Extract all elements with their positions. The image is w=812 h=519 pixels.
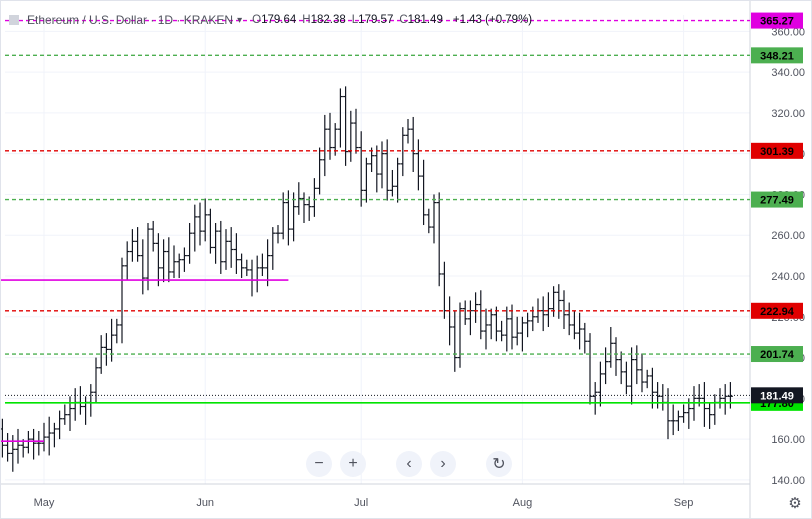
exchange-label[interactable]: KRAKEN xyxy=(183,13,234,27)
interval-label[interactable]: 1D xyxy=(157,13,174,27)
y-tick-label: 260.00 xyxy=(771,230,805,242)
open-value: 179.64 xyxy=(261,14,297,26)
high-key: H xyxy=(302,14,311,26)
spacer xyxy=(374,451,388,477)
low-key: L xyxy=(351,14,359,26)
x-tick-label: Aug xyxy=(513,497,533,509)
change-value: +1.43 (+0.79%) xyxy=(452,14,533,26)
close-key: C xyxy=(399,14,408,26)
spacer xyxy=(464,451,478,477)
level-price-label: 365.27 xyxy=(760,16,794,28)
y-tick-label: 360.00 xyxy=(771,26,805,38)
zoom-out-button[interactable]: − xyxy=(306,451,332,477)
y-tick-label: 160.00 xyxy=(771,434,805,446)
x-tick-label: May xyxy=(34,497,55,509)
separator: · xyxy=(147,13,158,27)
chevron-down-icon[interactable]: ▾ xyxy=(237,14,243,26)
y-tick-label: 140.00 xyxy=(771,475,805,487)
close-value: 181.49 xyxy=(407,14,443,26)
zoom-in-button[interactable]: + xyxy=(340,451,366,477)
symbol-name[interactable]: Ethereum / U.S. Dollar xyxy=(27,13,148,27)
reset-chart-button[interactable]: ↻ xyxy=(486,451,512,477)
open-key: O xyxy=(252,14,262,26)
level-price-label: 348.21 xyxy=(760,50,794,62)
low-value: 179.57 xyxy=(358,14,394,26)
zoom-toolbar: − + ‹ › ↻ xyxy=(306,451,512,477)
scroll-left-button[interactable]: ‹ xyxy=(396,451,422,477)
symbol-header: Ethereum / U.S. Dollar · 1D · KRAKEN ▾ O… xyxy=(9,11,532,29)
level-price-tag xyxy=(751,12,803,29)
y-tick-label: 320.00 xyxy=(771,108,805,120)
level-price-label: 222.94 xyxy=(760,306,795,318)
y-tick-label: 240.00 xyxy=(771,271,805,283)
x-tick-label: Sep xyxy=(674,497,694,509)
last-price-label: 181.49 xyxy=(760,390,794,402)
level-price-label: 201.74 xyxy=(760,349,795,361)
level-price-label: 301.39 xyxy=(760,146,794,158)
level-price-tag xyxy=(751,47,803,64)
x-tick-label: Jun xyxy=(196,497,214,509)
level-price-tag xyxy=(751,346,803,363)
symbol-color-square xyxy=(9,15,19,25)
high-value: 182.38 xyxy=(310,14,346,26)
level-price-tag xyxy=(751,142,803,159)
ohlc-values: O179.64 H182.38 L179.57 C181.49 +1.43 (+… xyxy=(252,14,532,26)
level-price-tag xyxy=(751,191,803,208)
level-price-label: 277.49 xyxy=(760,195,794,207)
scroll-right-button[interactable]: › xyxy=(430,451,456,477)
x-tick-label: Jul xyxy=(354,497,368,509)
gear-icon[interactable]: ⚙ xyxy=(788,494,801,512)
y-tick-label: 340.00 xyxy=(771,67,805,79)
last-price-tag xyxy=(751,387,803,404)
separator: · xyxy=(173,13,184,27)
level-price-tag xyxy=(751,302,803,319)
